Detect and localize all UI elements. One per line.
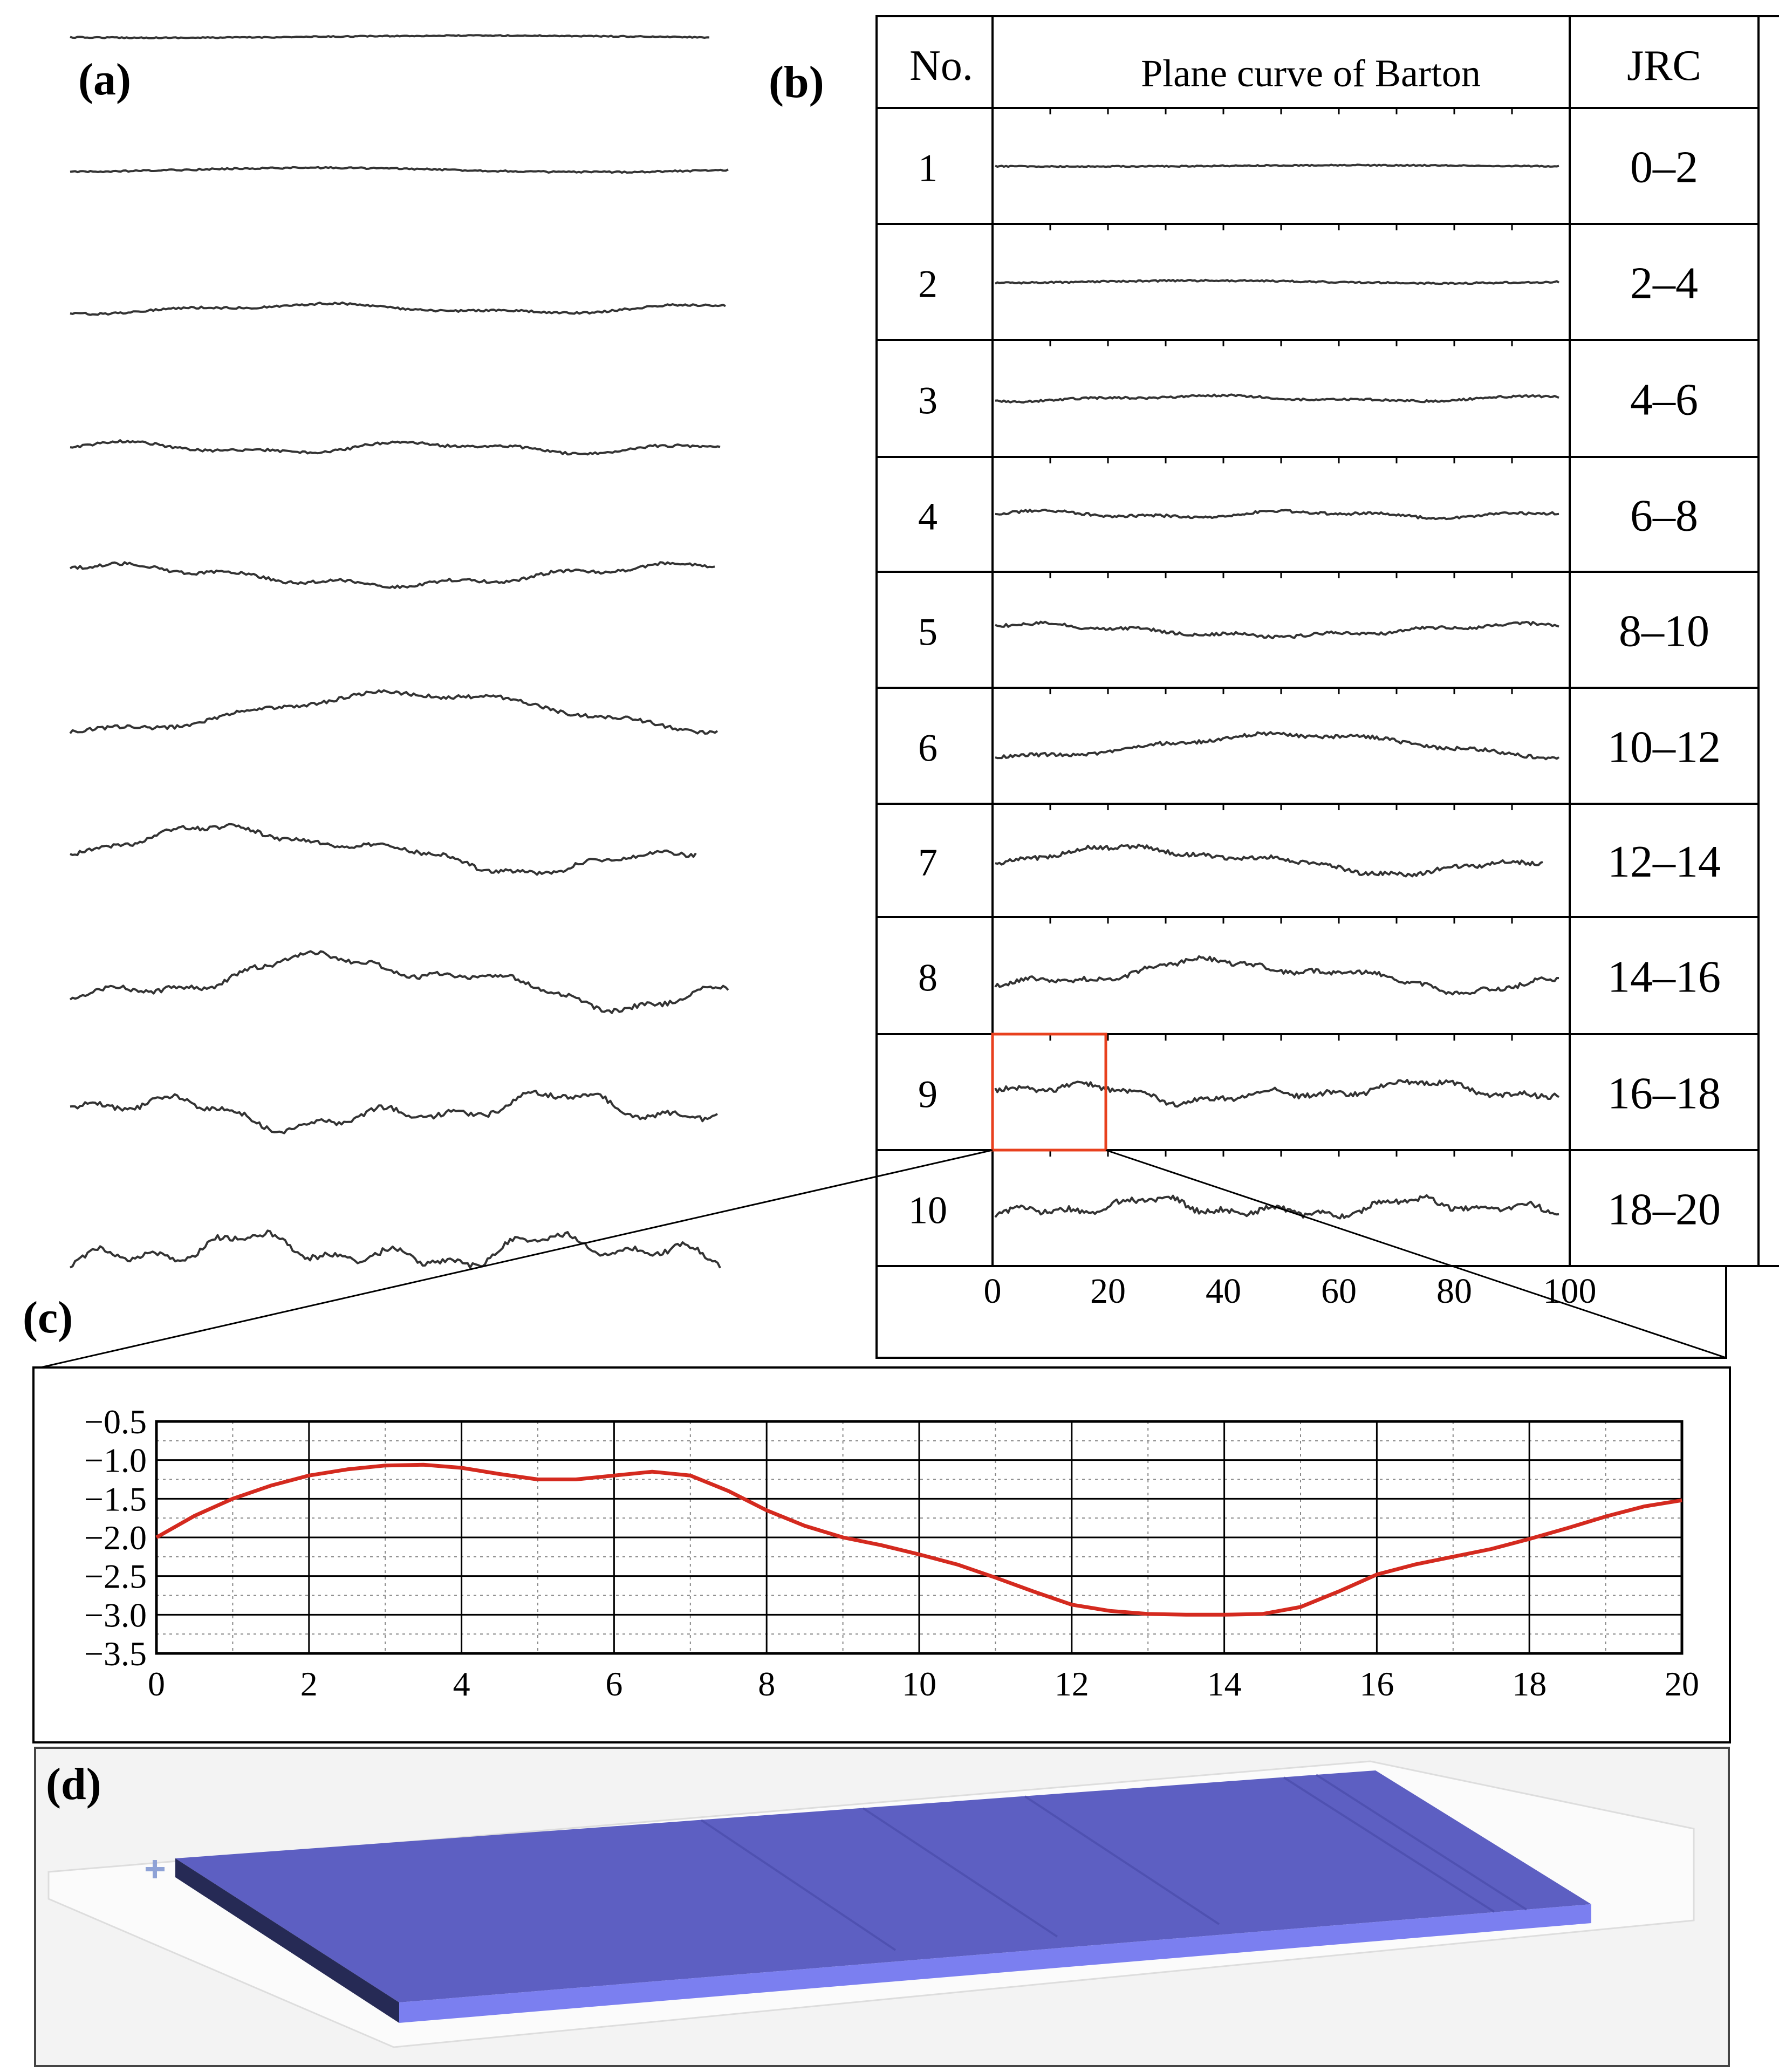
- row-number: 8: [918, 956, 938, 1000]
- panel-d: (d): [34, 1747, 1730, 2067]
- panel-b-x-ticks: 0 20 40 60 80 100: [984, 1271, 1597, 1311]
- panel-b-profile: [995, 620, 1559, 640]
- x-tick-label: 80: [1436, 1271, 1472, 1311]
- c-x-tick-label: 0: [148, 1665, 165, 1703]
- slab-front: [399, 1904, 1591, 2023]
- header-curve: Plane curve of Barton: [1141, 52, 1481, 95]
- row-jrc-range: 18–20: [1607, 1185, 1721, 1235]
- panel-c: (c) 0 2 4 6 8 10 12 14 16 18 20 −0.5−1.0−1.5−2.0−2.…: [23, 1293, 1731, 1743]
- c-y-tick-label: −1.5: [84, 1480, 147, 1518]
- panel-b-profile: [995, 393, 1559, 404]
- panel-a-profile: [69, 561, 715, 589]
- panel-b: (b) No. Plane curve of Barton JRC 1 0–2 2 2…: [40, 15, 1779, 1369]
- row-number: 2: [918, 263, 938, 306]
- panel-b-rows: 1 0–2 2 2–4 3 4–6 4 6–8 5 8–10 6 10–12 7 12–14 8 14–16 9…: [877, 107, 1759, 1235]
- slab-ridges: [700, 1774, 1528, 1951]
- row-jrc-range: 10–12: [1607, 722, 1721, 772]
- panel-b-profile: [994, 955, 1559, 996]
- c-x-tick-label: 18: [1512, 1665, 1547, 1703]
- row-number: 3: [918, 379, 938, 422]
- zoom-line-left: [40, 1149, 993, 1369]
- c-x-tick-label: 12: [1055, 1665, 1089, 1703]
- panel-a-profile: [70, 439, 721, 456]
- panel-b-profile: [995, 278, 1560, 285]
- panel-a: (a): [69, 34, 729, 1269]
- zoom-line-right: [1105, 1149, 1727, 1359]
- row-number: 1: [918, 147, 938, 190]
- panel-a-label: (a): [78, 54, 131, 105]
- header-no: No.: [909, 42, 973, 90]
- header-jrc: JRC: [1627, 42, 1701, 90]
- panel-a-profile: [69, 950, 729, 1014]
- panel-a-profile: [70, 1229, 721, 1269]
- c-x-tick-label: 14: [1207, 1665, 1242, 1703]
- c-y-tick-label: −1.0: [84, 1441, 147, 1480]
- row-number: 6: [918, 727, 938, 770]
- panel-b-profile: [995, 844, 1543, 878]
- row-jrc-range: 2–4: [1630, 258, 1698, 309]
- panel-a-profile: [70, 166, 729, 174]
- panel-c-chart: 0 2 4 6 8 10 12 14 16 18 20−0.5−1.0−1.5−2.0−2.5−3.…: [84, 1403, 1699, 1703]
- axis-gizmo-icon: [146, 1860, 165, 1878]
- row-jrc-range: 12–14: [1607, 837, 1721, 887]
- c-y-tick-label: −2.0: [84, 1519, 147, 1557]
- row-number: 5: [918, 611, 938, 654]
- c-y-tick-label: −3.0: [84, 1596, 147, 1634]
- x-tick-label: 100: [1543, 1271, 1597, 1311]
- c-x-tick-label: 16: [1359, 1665, 1394, 1703]
- row-jrc-range: 0–2: [1630, 142, 1698, 193]
- row-jrc-range: 16–18: [1607, 1069, 1721, 1119]
- panel-a-profile: [69, 689, 719, 735]
- row-jrc-range: 6–8: [1630, 491, 1698, 541]
- panel-b-profile: [995, 508, 1559, 521]
- c-x-tick-label: 4: [453, 1665, 470, 1703]
- x-tick-label: 20: [1090, 1271, 1126, 1311]
- c-series-line: [155, 1462, 1682, 1617]
- row-jrc-range: 8–10: [1619, 606, 1709, 657]
- highlight-box: [991, 1032, 1107, 1152]
- panel-c-frame: [32, 1366, 1731, 1743]
- slab-top: [175, 1770, 1591, 2002]
- row-number: 7: [918, 841, 938, 884]
- c-x-tick-label: 8: [758, 1665, 775, 1703]
- c-x-tick-label: 6: [605, 1665, 622, 1703]
- panel-a-profile: [70, 301, 726, 316]
- x-axis-frame: [875, 1265, 1727, 1359]
- c-y-tick-label: −3.5: [84, 1635, 147, 1673]
- panel-c-label: (c): [23, 1293, 73, 1343]
- panel-a-profile: [70, 34, 710, 39]
- panel-b-profile: [995, 163, 1559, 168]
- x-tick-label: 40: [1206, 1271, 1241, 1311]
- c-x-tick-label: 20: [1665, 1665, 1699, 1703]
- slab-side: [175, 1858, 399, 2023]
- c-x-tick-label: 2: [300, 1665, 318, 1703]
- panel-a-profile: [70, 1090, 718, 1134]
- x-tick-label: 0: [984, 1271, 1002, 1311]
- row-number: 4: [918, 495, 938, 538]
- panel-a-profile: [70, 823, 697, 876]
- c-y-tick-label: −0.5: [84, 1403, 147, 1441]
- c-x-tick-label: 10: [902, 1665, 936, 1703]
- x-tick-label: 60: [1321, 1271, 1357, 1311]
- panel-b-label: (b): [769, 57, 824, 107]
- c-y-tick-label: −2.5: [84, 1557, 147, 1596]
- panel-b-profile: [995, 731, 1560, 761]
- panel-b-profile: [994, 1194, 1559, 1220]
- row-jrc-range: 14–16: [1607, 952, 1721, 1002]
- row-number: 9: [918, 1073, 938, 1116]
- row-jrc-range: 4–6: [1630, 375, 1698, 425]
- panel-d-label: (d): [46, 1759, 101, 1809]
- panel-b-profile: [994, 1079, 1560, 1108]
- row-number: 10: [908, 1189, 947, 1232]
- panel-a-profiles: [69, 34, 729, 1269]
